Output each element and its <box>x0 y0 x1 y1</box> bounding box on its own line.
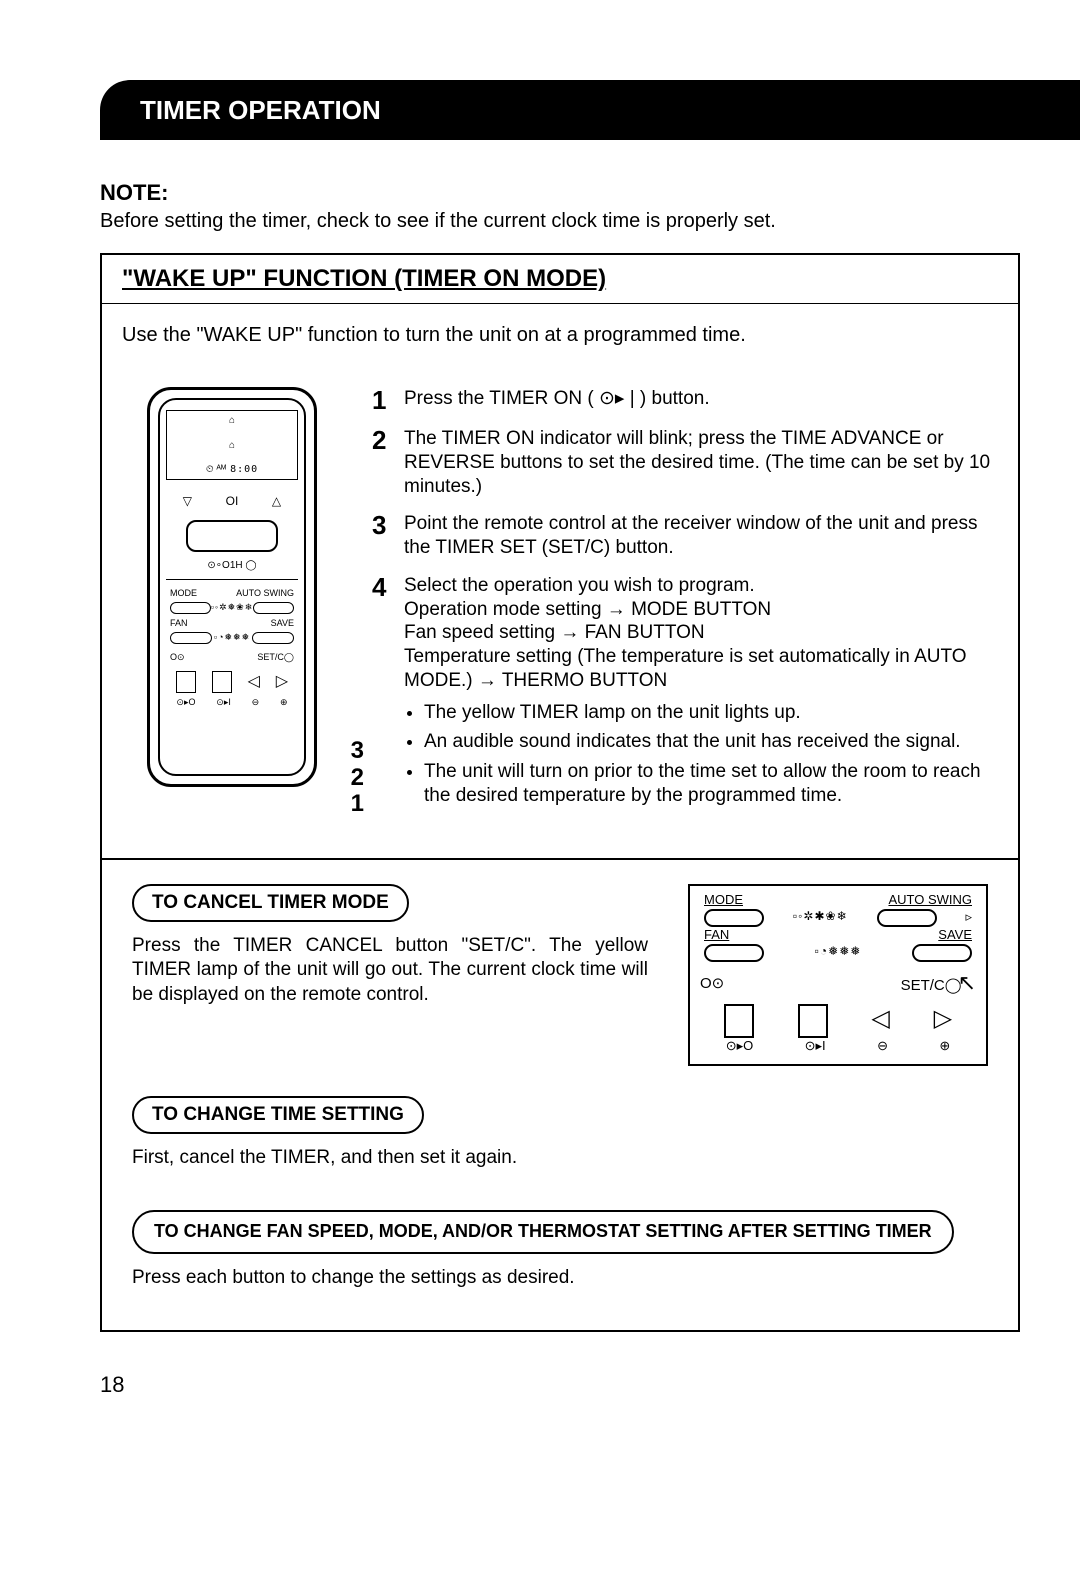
step-number: 3 <box>372 512 392 560</box>
change-time-heading: TO CHANGE TIME SETTING <box>132 1096 424 1134</box>
remote-lcd: ⌂ ⌂ ⏲ ᴬᴹ 8:00 <box>166 410 298 480</box>
step-body: Select the operation you wish to program… <box>404 574 998 814</box>
timer-on-icon: ⊙▸I <box>216 697 231 708</box>
remote-o1h: ⊙∘O1H ◯ <box>166 560 298 571</box>
panel-timer-on: ⊙▸I <box>805 1038 826 1054</box>
steps-list: 1Press the TIMER ON ( ⊙▸ | ) button.2The… <box>372 387 998 828</box>
pointer-icon: ↖ <box>958 970 976 995</box>
btn-sq2 <box>212 671 232 693</box>
intro-text: Use the "WAKE UP" function to turn the u… <box>122 324 998 347</box>
panel-fan-icons: ▫◔❅❅❅ <box>815 944 862 962</box>
fan-pill <box>170 632 212 644</box>
plus-icon: ⊕ <box>280 697 288 708</box>
panel-save-pill <box>912 944 972 962</box>
remote-illustration: ⌂ ⌂ ⏲ ᴬᴹ 8:00 ▽ OI △ ⊙∘O1H ◯ MODE AUTO SW… <box>147 387 317 787</box>
step-bullet: An audible sound indicates that the unit… <box>424 730 998 754</box>
remote-main-button <box>186 520 278 552</box>
cancel-heading: TO CANCEL TIMER MODE <box>132 884 409 922</box>
tri-left-icon: ◁ <box>248 671 260 693</box>
fan-icons: ▫◔❅❅❅ <box>214 632 250 644</box>
panel-fan-pill <box>704 944 764 962</box>
minus-icon: ⊖ <box>252 697 260 708</box>
page-header: TIMER OPERATION <box>100 80 1080 140</box>
panel-setc: SET/C◯ <box>901 977 962 994</box>
step-number: 4 <box>372 574 392 814</box>
page-number: 18 <box>100 1372 1020 1398</box>
panel-fan-label: FAN <box>704 927 729 942</box>
step-body: The TIMER ON indicator will blink; press… <box>404 427 998 498</box>
btn-sq1 <box>176 671 196 693</box>
panel-tri-right: ▷ <box>934 1004 952 1038</box>
panel-timer-off: ⊙▸O <box>726 1038 754 1054</box>
panel-save-label: SAVE <box>938 927 972 942</box>
panel-sq1 <box>724 1004 754 1038</box>
mode-icons: ▫◦✲❅❀❄ <box>211 602 254 614</box>
oi-label: OI <box>226 494 239 508</box>
mode-pill <box>170 602 211 614</box>
panel-mode-icons: ▫◦✲✱❀❄ <box>793 909 848 927</box>
save-label: SAVE <box>271 618 294 628</box>
lcd-sym: ⏲ ᴬᴹ <box>206 464 226 475</box>
panel-oo: O⊙ <box>700 974 724 992</box>
note-text: Before setting the timer, check to see i… <box>100 210 1020 233</box>
timer-off-icon: ⊙▸O <box>176 697 195 708</box>
step-number: 1 <box>372 387 392 413</box>
panel-sq2 <box>798 1004 828 1038</box>
panel-mode-pill <box>704 909 764 927</box>
change-fan-text: Press each button to change the settings… <box>132 1266 988 1291</box>
autoswing-pill <box>253 602 294 614</box>
fan-label: FAN <box>170 618 188 628</box>
step-body: Press the TIMER ON ( ⊙▸ | ) button. <box>404 387 998 413</box>
step-number: 2 <box>372 427 392 498</box>
step-bullet: The yellow TIMER lamp on the unit lights… <box>424 701 998 725</box>
step-body: Point the remote control at the receiver… <box>404 512 998 560</box>
panel-plus: ⊕ <box>939 1038 950 1054</box>
up-icon: △ <box>272 494 281 508</box>
mode-label: MODE <box>170 588 197 598</box>
panel-tri-left: ◁ <box>871 1004 889 1038</box>
note-label: NOTE: <box>100 180 1020 206</box>
save-pill <box>252 632 294 644</box>
button-panel-illustration: MODEAUTO SWING ▫◦✲✱❀❄▹ FANSAVE ▫◔❅❅❅ O⊙S… <box>688 884 988 1066</box>
lower-section: TO CANCEL TIMER MODE Press the TIMER CAN… <box>100 860 1020 1333</box>
cancel-text: Press the TIMER CANCEL button "SET/C". T… <box>132 934 648 1008</box>
oo-label: O⊙ <box>170 652 185 663</box>
step-bullet: The unit will turn on prior to the time … <box>424 760 998 808</box>
tri-right-icon: ▷ <box>276 671 288 693</box>
panel-minus: ⊖ <box>877 1038 888 1054</box>
change-fan-heading: TO CHANGE FAN SPEED, MODE, AND/OR THERMO… <box>132 1210 954 1253</box>
panel-auto-label: AUTO SWING <box>888 892 972 907</box>
lcd-time: 8:00 <box>230 464 258 475</box>
change-time-text: First, cancel the TIMER, and then set it… <box>132 1146 988 1171</box>
step-callout-numbers: 3 2 1 <box>351 738 364 817</box>
down-icon: ▽ <box>183 494 192 508</box>
wake-up-section: "WAKE UP" FUNCTION (TIMER ON MODE) Use t… <box>100 253 1020 860</box>
setc-label: SET/C◯ <box>257 652 294 663</box>
panel-mode-label: MODE <box>704 892 743 907</box>
panel-auto-pill <box>877 909 937 927</box>
section-heading: "WAKE UP" FUNCTION (TIMER ON MODE) <box>102 255 1018 304</box>
autoswing-label: AUTO SWING <box>236 588 294 598</box>
